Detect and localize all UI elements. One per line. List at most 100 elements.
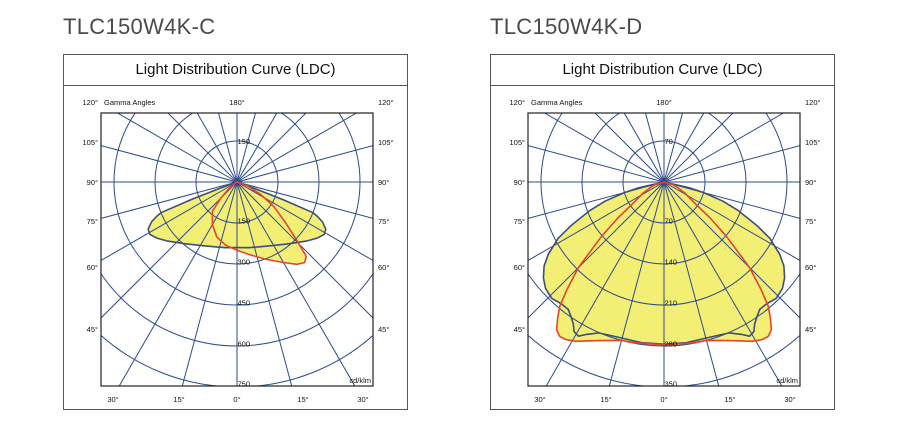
angle-label-right: 90° <box>805 178 816 187</box>
grid-ray <box>236 113 256 183</box>
unit-label: cd/klm <box>349 376 371 385</box>
angle-label-bottom: 0° <box>233 395 240 404</box>
angle-label-bottom: 30° <box>784 395 795 404</box>
ldc-chart-c: 150 300 450 600 750 150 120° 120° 105° 105° 90° 90°… <box>82 98 394 404</box>
ldc-panel-c: Light Distribution Curve (LDC) 150 300 450… <box>63 54 408 410</box>
plot-frame <box>527 112 801 387</box>
grid-ray <box>663 181 720 386</box>
grid-ray <box>236 181 373 319</box>
grid-ray <box>663 113 784 183</box>
angle-label-left: 120° <box>82 98 98 107</box>
plot-frame <box>100 112 374 387</box>
angle-label-left: 60° <box>87 263 98 272</box>
angle-label-left: 60° <box>514 263 525 272</box>
grid-ray <box>167 113 238 183</box>
grid-ray <box>623 113 665 183</box>
ldc-chart-d: 70 140 210 280 350 70 120° 120° 105° 105° 90° 90° 75… <box>509 98 821 404</box>
ring-label: 140 <box>665 258 678 267</box>
angle-label-left: 45° <box>514 325 525 334</box>
grid-ray <box>101 181 238 261</box>
grid-ray <box>528 181 665 219</box>
grid-ray <box>236 181 293 386</box>
angle-label-left: 90° <box>87 178 98 187</box>
ring-label: 600 <box>238 340 251 349</box>
grid-ray <box>196 113 238 183</box>
grid-ray <box>236 113 307 183</box>
panel-title: Light Distribution Curve (LDC) <box>491 55 834 86</box>
grid-ray <box>117 113 238 183</box>
ldc-panel-d: Light Distribution Curve (LDC) 70 140 210 2… <box>490 54 835 410</box>
angle-label-right: 105° <box>378 138 394 147</box>
unit-label: cd/klm <box>776 376 798 385</box>
angle-label-bottom: 15° <box>297 395 308 404</box>
angle-label-bottom: 15° <box>173 395 184 404</box>
grid-ray <box>663 145 800 183</box>
angle-label-left: 120° <box>509 98 525 107</box>
angle-label-right: 120° <box>378 98 394 107</box>
angle-label-bottom: 30° <box>357 395 368 404</box>
ring-label: 450 <box>238 299 251 308</box>
angle-label-bottom: 15° <box>600 395 611 404</box>
grid-ray <box>101 181 238 319</box>
ring-label: 210 <box>665 299 678 308</box>
angle-label-right: 45° <box>378 325 389 334</box>
angle-label-top: 180° <box>229 98 245 107</box>
angle-label-bottom: 15° <box>724 395 735 404</box>
angle-label-right: 105° <box>805 138 821 147</box>
grid-ray <box>236 145 373 183</box>
grid-ray <box>594 113 665 183</box>
angle-label-right: 75° <box>805 217 816 226</box>
angle-label-right: 120° <box>805 98 821 107</box>
plot-area <box>101 113 373 386</box>
ring-label: 350 <box>665 380 678 389</box>
grid-ray <box>101 181 238 219</box>
angle-label-right: 90° <box>378 178 389 187</box>
ring-label: 280 <box>665 340 678 349</box>
angle-label-left: 105° <box>509 138 525 147</box>
gamma-angles-label: Gamma Angles <box>104 98 156 107</box>
ring-label-above: 150 <box>238 137 251 146</box>
angle-label-left: 105° <box>82 138 98 147</box>
angle-label-bottom: 30° <box>534 395 545 404</box>
plot-area <box>528 113 800 386</box>
gamma-angles-label: Gamma Angles <box>531 98 583 107</box>
ring-label-above: 70 <box>665 137 673 146</box>
grid-ray <box>181 181 238 386</box>
grid-ray <box>118 181 238 386</box>
angle-label-left: 90° <box>514 178 525 187</box>
angle-label-right: 60° <box>805 263 816 272</box>
grid-ray <box>545 181 665 386</box>
angle-label-right: 60° <box>378 263 389 272</box>
grid-ray <box>663 113 683 183</box>
ring-label: 300 <box>238 258 251 267</box>
grid-ray <box>663 113 734 183</box>
grid-ray <box>645 113 665 183</box>
grid-ray <box>663 113 705 183</box>
angle-label-left: 75° <box>87 217 98 226</box>
grid-ray <box>528 145 665 183</box>
ring-label: 750 <box>238 380 251 389</box>
grid-ray <box>236 181 373 261</box>
angle-label-bottom: 0° <box>660 395 667 404</box>
angle-label-left: 45° <box>87 325 98 334</box>
angle-label-right: 45° <box>805 325 816 334</box>
grid-ray <box>663 181 783 386</box>
grid-ray <box>544 113 665 183</box>
grid-ray <box>218 113 238 183</box>
ring-label: 150 <box>238 217 251 226</box>
grid-ray <box>236 113 278 183</box>
product-title-d: TLC150W4K-D <box>490 14 643 39</box>
curve-line-1 <box>211 181 308 266</box>
curve-line-1 <box>555 181 773 346</box>
grid-ray <box>236 181 373 219</box>
angle-label-left: 75° <box>514 217 525 226</box>
grid-ray <box>101 145 238 183</box>
curve-line-0 <box>147 181 327 249</box>
grid-ray <box>663 181 800 219</box>
grid-ray <box>236 113 357 183</box>
grid-ray <box>236 181 356 386</box>
product-title-c: TLC150W4K-C <box>63 14 216 39</box>
angle-label-right: 75° <box>378 217 389 226</box>
panel-title: Light Distribution Curve (LDC) <box>64 55 407 86</box>
grid-ray <box>608 181 665 386</box>
